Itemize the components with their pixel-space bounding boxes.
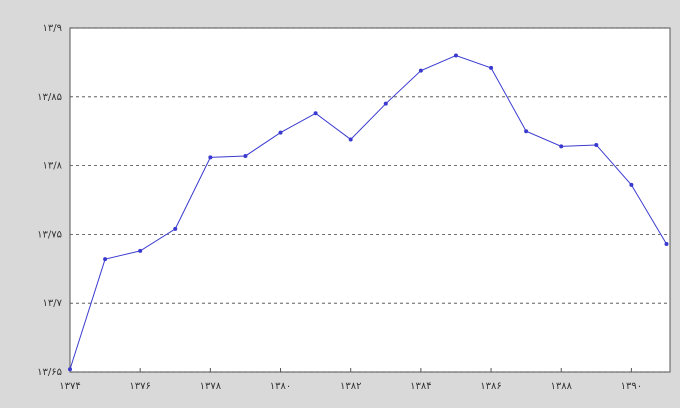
data-point — [138, 249, 142, 253]
data-point — [314, 111, 318, 115]
data-point — [384, 102, 388, 106]
x-tick-label: ۱۳۸۰ — [270, 381, 291, 392]
x-tick-label: ۱۳۸۲ — [340, 381, 361, 392]
x-tick-label: ۱۳۸۴ — [410, 381, 431, 392]
y-tick-label: ۱۳/۷۵ — [37, 229, 62, 240]
x-tick-label: ۱۳۷۸ — [200, 381, 222, 392]
data-point — [279, 131, 283, 135]
data-point — [208, 155, 212, 159]
data-point — [594, 143, 598, 147]
data-point — [103, 257, 107, 261]
data-point — [489, 66, 493, 70]
x-tick-label: ۱۳۷۴ — [59, 381, 80, 392]
y-tick-label: ۱۳/۸ — [43, 161, 63, 172]
data-point — [68, 367, 72, 371]
chart: ۱۳/۶۵ ۱۳/۷ ۱۳/۷۵ ۱۳/۸ ۱۳/۸۵ ۱۳/۹ ۱۳۷۴ ۱۳۷۶ ۱۳۷۸ ۱… — [0, 0, 680, 408]
data-point — [243, 154, 247, 158]
x-tick-label: ۱۳۸۸ — [550, 381, 572, 392]
y-tick-label: ۱۳/۹ — [43, 23, 62, 34]
y-tick-label: ۱۳/۷ — [43, 298, 63, 309]
x-tick-label: ۱۳۹۰ — [621, 381, 642, 392]
data-point — [524, 129, 528, 133]
data-point — [664, 242, 668, 246]
data-point — [349, 137, 353, 141]
data-point — [419, 69, 423, 73]
x-tick-label: ۱۳۷۶ — [129, 381, 150, 392]
data-point — [629, 183, 633, 187]
data-point — [454, 54, 458, 58]
data-point — [173, 227, 177, 231]
y-tick-label: ۱۳/۶۵ — [37, 367, 62, 378]
data-point — [559, 144, 563, 148]
y-tick-label: ۱۳/۸۵ — [37, 92, 62, 103]
x-tick-label: ۱۳۸۶ — [480, 381, 501, 392]
plot-area — [70, 28, 670, 372]
